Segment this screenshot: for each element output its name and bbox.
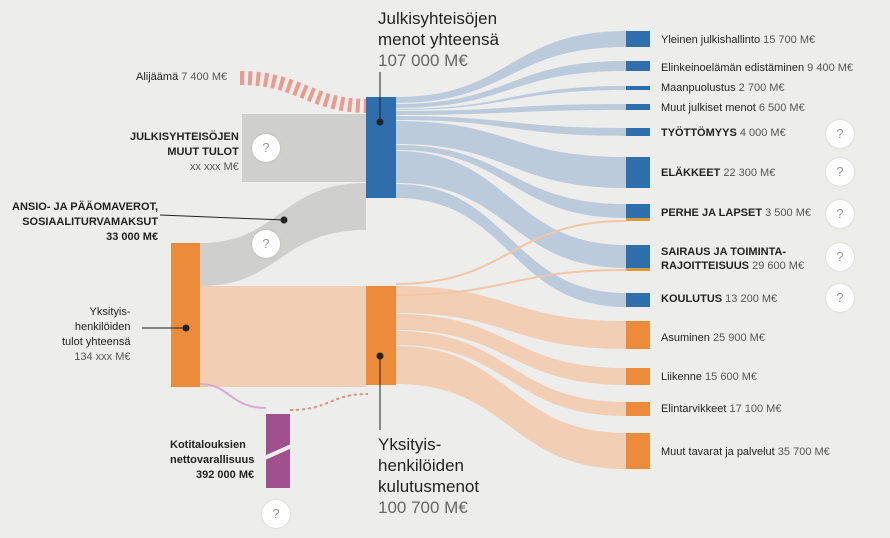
leader-lines [142, 72, 384, 430]
info-button[interactable]: ? [826, 158, 854, 186]
public-spending-node [366, 97, 396, 198]
target-nodes [626, 31, 650, 469]
other-income-flow [242, 114, 366, 182]
private-spending-title: Yksityis- henkilöiden kulutusmenot 100 7… [378, 435, 480, 517]
deficit-flow [239, 71, 369, 113]
private-income-flow [200, 286, 366, 387]
target-label: Elinkeinoelämän edistäminen 9 400 M€ [661, 62, 854, 74]
wealth-node [259, 414, 297, 488]
deficit-label: Alijäämä 7 400 M€ [136, 71, 228, 83]
other-income-label: JULKISYHTEISÖJEN MUUT TULOT xx xxx M€ [130, 131, 239, 173]
public-spending-title: Julkisyhteisöjen menot yhteensä 107 000 … [378, 9, 499, 70]
info-button[interactable]: ? [826, 284, 854, 312]
target-label: ELÄKKEET 22 300 M€ [661, 167, 776, 179]
info-button[interactable]: ? [826, 120, 854, 148]
target-label: PERHE JA LAPSET 3 500 M€ [661, 207, 811, 219]
target-label: Muut julkiset menot 6 500 M€ [661, 102, 805, 114]
wealth-label: Kotitalouksien nettovarallisuus 392 000 … [170, 439, 255, 481]
target-label: Muut tavarat ja palvelut 35 700 M€ [661, 446, 830, 458]
target-label: SAIRAUS JA TOIMINTA- RAJOITTEISUUS 29 600… [661, 246, 805, 272]
taxes-flow [200, 183, 366, 286]
target-label: KOULUTUS 13 200 M€ [661, 293, 778, 305]
info-button[interactable]: ? [262, 500, 290, 528]
info-button[interactable]: ? [252, 230, 280, 258]
public-outflows [396, 31, 626, 307]
info-button[interactable]: ? [826, 243, 854, 271]
private-income-label: Yksityis- henkilöiden tulot yhteensä 134… [62, 306, 131, 363]
target-label: Elintarvikkeet 17 100 M€ [661, 403, 782, 415]
target-label: Maanpuolustus 2 700 M€ [661, 82, 785, 94]
private-income-node [171, 243, 200, 387]
target-label: TYÖTTÖMYYS 4 000 M€ [661, 127, 786, 139]
target-label: Asuminen 25 900 M€ [661, 332, 765, 344]
taxes-label: ANSIO- JA PÄÄOMAVEROT, SOSIAALITURVAMAKS… [12, 201, 159, 243]
target-label: Yleinen julkishallinto 15 700 M€ [661, 34, 816, 46]
private-outflows [396, 286, 626, 469]
info-button[interactable]: ? [252, 134, 280, 162]
target-label: Liikenne 15 600 M€ [661, 371, 758, 383]
private-spending-node [366, 286, 396, 385]
info-button[interactable]: ? [826, 200, 854, 228]
